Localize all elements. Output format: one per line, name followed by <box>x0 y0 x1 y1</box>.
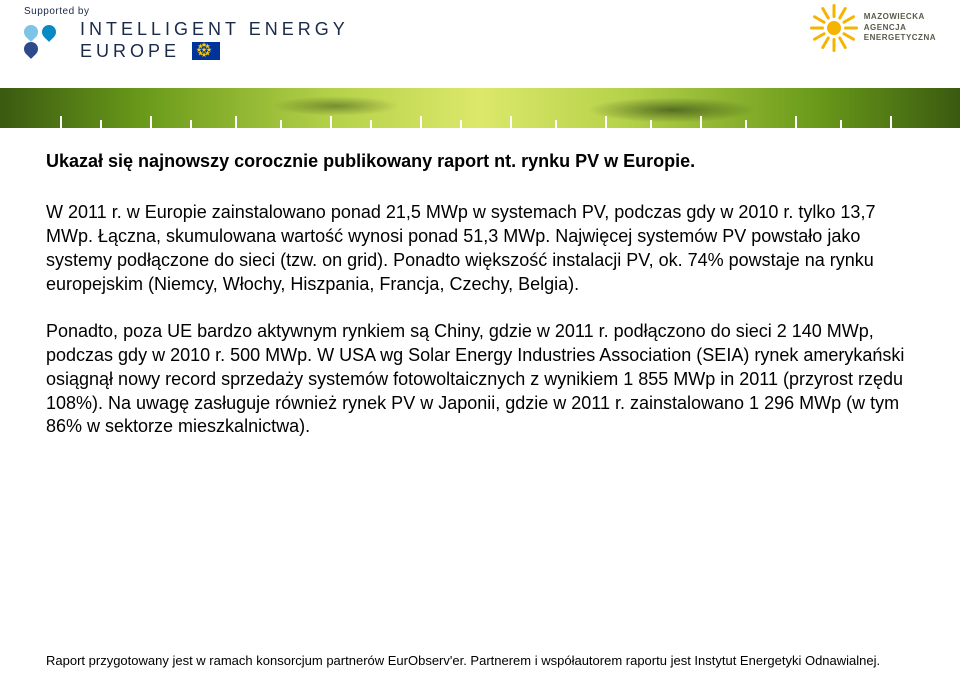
ie-line1: INTELLIGENT ENERGY <box>80 19 349 41</box>
mae-line2: AGENCJA <box>864 23 936 33</box>
ie-line2: EUROPE <box>80 41 349 63</box>
ie-drops-icon <box>24 25 68 56</box>
paragraph-2: Ponadto, poza UE bardzo aktywnym rynkiem… <box>46 320 922 439</box>
header: Supported by INTELLIGENT ENERGY EUROPE <box>0 0 960 128</box>
ie-logo-row: INTELLIGENT ENERGY EUROPE <box>24 19 349 62</box>
supported-by-label: Supported by <box>24 6 349 17</box>
slide: Supported by INTELLIGENT ENERGY EUROPE <box>0 0 960 696</box>
green-banner <box>0 88 960 128</box>
footnote: Raport przygotowany jest w ramach konsor… <box>46 652 922 670</box>
content: Ukazał się najnowszy corocznie publikowa… <box>46 150 922 463</box>
mae-line1: MAZOWIECKA <box>864 12 936 22</box>
sun-icon <box>812 6 856 50</box>
ie-logo-text: INTELLIGENT ENERGY EUROPE <box>80 19 349 62</box>
header-logos: Supported by INTELLIGENT ENERGY EUROPE <box>0 0 960 90</box>
eu-flag-icon <box>192 42 220 60</box>
page-title: Ukazał się najnowszy corocznie publikowa… <box>46 150 922 173</box>
intelligent-energy-logo: Supported by INTELLIGENT ENERGY EUROPE <box>24 6 349 62</box>
mae-logo: MAZOWIECKA AGENCJA ENERGETYCZNA <box>812 6 936 50</box>
paragraph-1: W 2011 r. w Europie zainstalowano ponad … <box>46 201 922 296</box>
mae-logo-text: MAZOWIECKA AGENCJA ENERGETYCZNA <box>864 12 936 43</box>
mae-line3: ENERGETYCZNA <box>864 33 936 43</box>
ie-line2-text: EUROPE <box>80 41 180 63</box>
